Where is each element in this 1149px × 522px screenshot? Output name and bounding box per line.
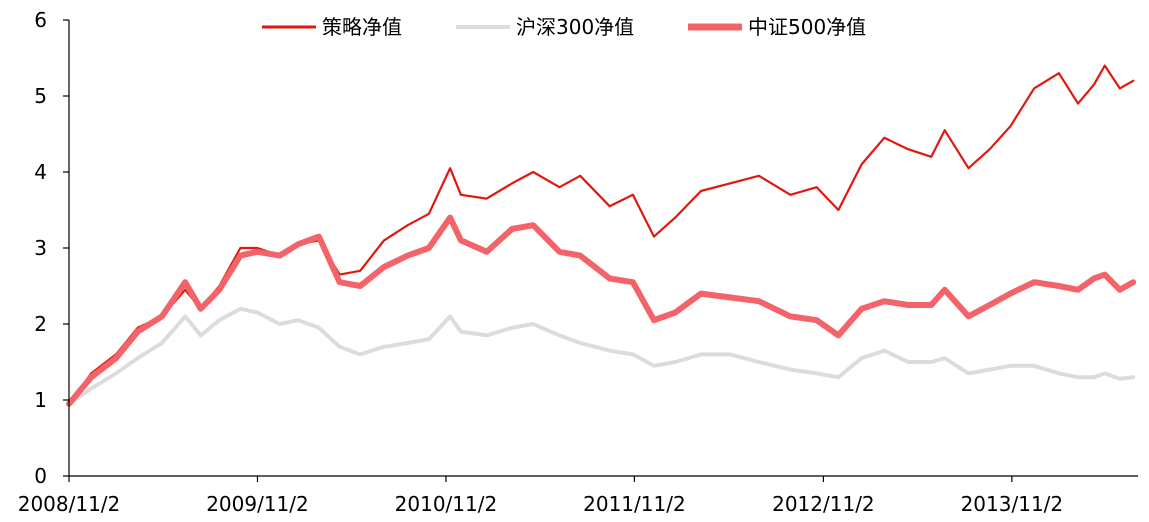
y-tick-label: 6 bbox=[34, 8, 47, 32]
x-tick-label: 2011/11/2 bbox=[583, 492, 686, 516]
series-line-zz500 bbox=[66, 214, 1137, 407]
series-line-hs300 bbox=[67, 306, 1136, 406]
legend: 策略净值 沪深300净值 中证500净值 bbox=[262, 15, 866, 39]
legend-item-hs300: 沪深300净值 bbox=[456, 15, 634, 39]
x-tick-label: 2009/11/2 bbox=[206, 492, 309, 516]
legend-label-strategy: 策略净值 bbox=[322, 15, 402, 39]
series-line-strategy bbox=[67, 64, 1135, 405]
y-tick-label: 4 bbox=[34, 160, 47, 184]
y-tick-label: 5 bbox=[34, 84, 47, 108]
y-tick-label: 0 bbox=[34, 464, 47, 488]
y-tick-label: 1 bbox=[34, 388, 47, 412]
y-tick-label: 2 bbox=[34, 312, 47, 336]
series-group bbox=[66, 64, 1137, 407]
x-ticks: 2008/11/2 2009/11/2 2010/11/2 2011/11/2 2012… bbox=[18, 476, 1063, 516]
x-tick-label: 2012/11/2 bbox=[772, 492, 875, 516]
axes bbox=[68, 20, 1138, 477]
legend-label-zz500: 中证500净值 bbox=[748, 15, 866, 39]
legend-label-hs300: 沪深300净值 bbox=[516, 15, 634, 39]
y-tick-label: 3 bbox=[34, 236, 47, 260]
legend-item-strategy: 策略净值 bbox=[262, 15, 402, 39]
x-tick-label: 2008/11/2 bbox=[18, 492, 121, 516]
y-ticks: 0 1 2 3 4 5 6 bbox=[34, 8, 69, 488]
x-tick-label: 2010/11/2 bbox=[395, 492, 498, 516]
legend-item-zz500: 中证500净值 bbox=[688, 15, 866, 39]
x-tick-label: 2013/11/2 bbox=[961, 492, 1064, 516]
